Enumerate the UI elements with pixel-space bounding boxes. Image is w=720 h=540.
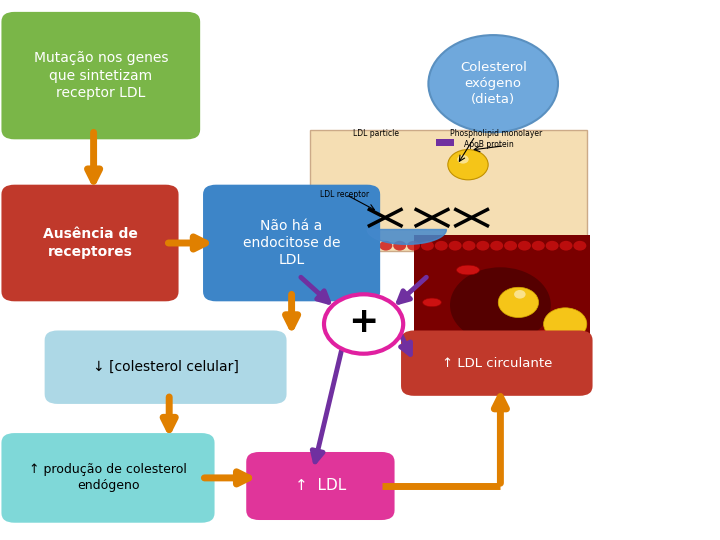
Ellipse shape — [536, 330, 559, 340]
Ellipse shape — [469, 362, 495, 373]
Circle shape — [449, 241, 462, 251]
Circle shape — [518, 241, 531, 251]
Circle shape — [457, 155, 469, 164]
Text: ↑  LDL: ↑ LDL — [294, 478, 346, 494]
Ellipse shape — [500, 346, 522, 356]
Circle shape — [513, 355, 545, 379]
Polygon shape — [367, 230, 446, 244]
Circle shape — [450, 267, 551, 343]
Bar — [436, 139, 454, 146]
Circle shape — [546, 241, 559, 251]
Text: ↓ [colesterol celular]: ↓ [colesterol celular] — [93, 360, 238, 374]
Circle shape — [504, 241, 517, 251]
FancyBboxPatch shape — [45, 330, 287, 404]
FancyBboxPatch shape — [1, 433, 215, 523]
FancyBboxPatch shape — [1, 185, 179, 301]
Circle shape — [393, 241, 406, 251]
Ellipse shape — [423, 298, 441, 307]
Circle shape — [559, 241, 572, 251]
Circle shape — [462, 241, 475, 251]
Circle shape — [448, 150, 488, 180]
Text: Ausência de
receptores: Ausência de receptores — [42, 227, 138, 259]
Text: LDL particle: LDL particle — [353, 129, 399, 138]
Bar — [414, 235, 590, 375]
Ellipse shape — [456, 265, 480, 275]
Text: Mutação nos genes
que sintetizam
receptor LDL: Mutação nos genes que sintetizam recepto… — [34, 51, 168, 100]
Ellipse shape — [435, 352, 458, 361]
Text: Phospholipid monolayer: Phospholipid monolayer — [450, 129, 542, 138]
Circle shape — [477, 241, 490, 251]
Circle shape — [379, 241, 392, 251]
Circle shape — [324, 241, 337, 251]
Circle shape — [366, 241, 379, 251]
Ellipse shape — [415, 335, 441, 346]
Circle shape — [532, 241, 545, 251]
Bar — [310, 130, 587, 251]
Circle shape — [351, 241, 364, 251]
Circle shape — [421, 241, 434, 251]
Text: LDL receptor: LDL receptor — [320, 190, 369, 199]
FancyBboxPatch shape — [1, 12, 200, 139]
Circle shape — [490, 241, 503, 251]
Text: ApoB protein: ApoB protein — [464, 140, 514, 149]
Text: Colesterol
exógeno
(dieta): Colesterol exógeno (dieta) — [460, 61, 526, 106]
FancyBboxPatch shape — [401, 330, 593, 396]
Text: ↑ produção de colesterol
endógeno: ↑ produção de colesterol endógeno — [29, 463, 187, 492]
Text: ↑ LDL circulante: ↑ LDL circulante — [441, 356, 552, 370]
Circle shape — [324, 294, 403, 354]
Circle shape — [310, 241, 323, 251]
Text: Não há a
endocitose de
LDL: Não há a endocitose de LDL — [243, 219, 341, 267]
FancyBboxPatch shape — [203, 185, 380, 301]
Circle shape — [407, 241, 420, 251]
FancyBboxPatch shape — [246, 452, 395, 520]
Circle shape — [428, 35, 558, 132]
Circle shape — [544, 308, 587, 340]
Circle shape — [435, 241, 448, 251]
Circle shape — [498, 287, 539, 318]
Circle shape — [573, 241, 586, 251]
Text: +: + — [348, 305, 379, 339]
Circle shape — [338, 241, 351, 251]
Circle shape — [514, 290, 526, 299]
